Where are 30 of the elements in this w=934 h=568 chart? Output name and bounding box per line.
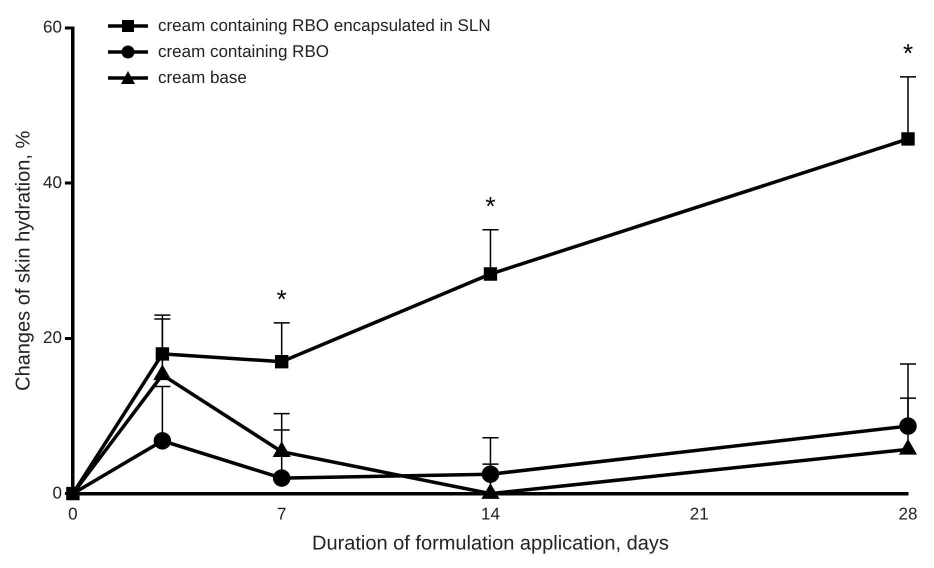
x-tick-label: 28: [898, 504, 918, 524]
point: [274, 354, 288, 368]
legend-label: cream containing RBO: [158, 42, 330, 62]
point: [899, 417, 917, 435]
point: [901, 132, 915, 146]
point: [482, 465, 500, 483]
point: [482, 484, 498, 499]
x-tick-label: 14: [480, 504, 500, 524]
y-axis-title: Changes of skin hydration, %: [12, 130, 35, 391]
legend-label: cream base: [158, 68, 247, 88]
point: [66, 486, 80, 500]
annotation: *: [276, 284, 287, 314]
point: [154, 366, 170, 380]
legend-label: cream containing RBO encapsulated in SLN: [158, 16, 491, 36]
point: [900, 440, 916, 455]
x-tick-label: 21: [690, 504, 709, 524]
y-tick-label: 40: [42, 172, 62, 192]
x-axis-title: Duration of formulation application, days: [312, 532, 669, 555]
point: [156, 347, 170, 361]
y-tick-label: 0: [52, 483, 62, 502]
point: [484, 267, 498, 281]
x-tick-label: 7: [276, 504, 286, 524]
y-tick-label: 20: [42, 328, 62, 348]
annotation: *: [902, 38, 914, 68]
y-tick-label: 60: [42, 18, 62, 37]
point: [154, 432, 172, 450]
annotation: *: [485, 190, 496, 221]
point: [272, 469, 290, 487]
x-tick-label: 0: [68, 504, 78, 524]
point: [274, 442, 290, 457]
